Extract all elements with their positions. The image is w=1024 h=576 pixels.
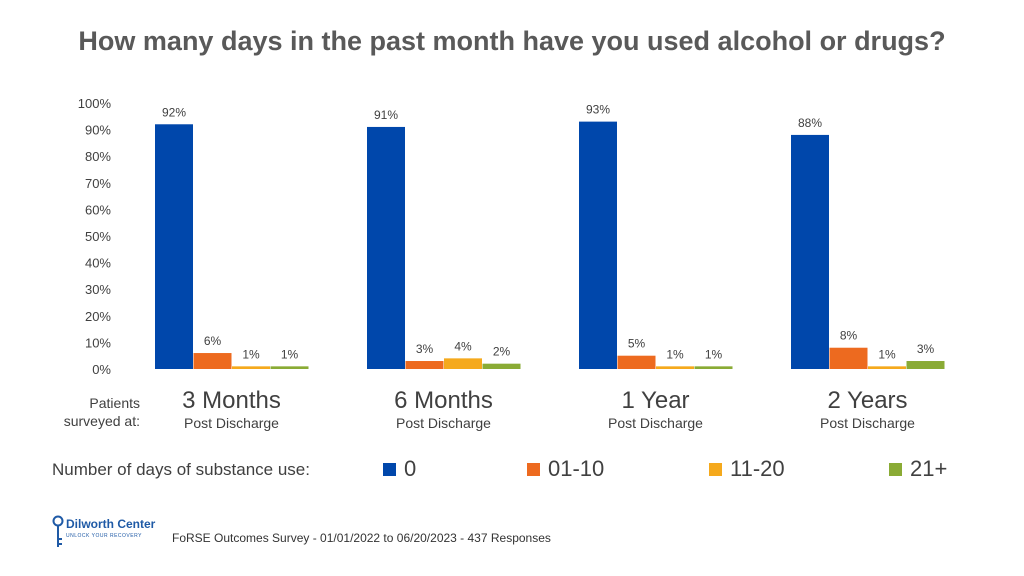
y-tick-label: 80% [85, 149, 111, 164]
data-label: 93% [586, 103, 610, 117]
y-tick-label: 70% [85, 176, 111, 191]
data-label: 1% [878, 347, 896, 361]
bar-2-years-01-10 [829, 347, 868, 369]
data-label: 88% [798, 116, 822, 130]
bar-2-years-21+ [906, 361, 945, 369]
y-tick-label: 10% [85, 335, 111, 350]
data-label: 92% [162, 105, 186, 119]
group-axis-label-line1: Patients [89, 395, 140, 411]
bar-2-years-11-20 [868, 366, 906, 369]
bar-3-months-0 [155, 124, 193, 369]
legend-swatch-0 [383, 462, 396, 476]
y-tick-label: 50% [85, 229, 111, 244]
data-label: 3% [917, 342, 935, 356]
y-tick-label: 100% [78, 96, 112, 111]
group-axis-label-line2: surveyed at: [63, 413, 140, 429]
bar-1-year-11-20 [656, 366, 694, 369]
group-label-2-years: 2 Years Post Discharge [768, 388, 968, 432]
data-label: 1% [242, 347, 260, 361]
legend-swatch-01-10 [527, 462, 540, 476]
group-label-1-year: 1 Year Post Discharge [556, 388, 756, 432]
bar-3-months-01-10 [193, 353, 232, 369]
y-tick-label: 30% [85, 282, 111, 297]
bar-1-year-0 [579, 121, 617, 370]
data-label: 8% [840, 329, 858, 343]
data-label: 6% [204, 334, 222, 348]
data-label: 2% [493, 345, 511, 359]
group-label-main: 6 Months [394, 387, 493, 414]
y-tick-label: 60% [85, 202, 111, 217]
chart-title: How many days in the past month have you… [78, 26, 946, 56]
data-label: 91% [374, 108, 398, 122]
group-label-main: 3 Months [182, 387, 281, 414]
logo-name: Dilworth Center [66, 517, 156, 531]
data-label: 5% [628, 337, 646, 351]
y-tick-label: 0% [92, 362, 111, 377]
legend-label-21plus: 21+ [910, 456, 948, 481]
key-icon [52, 515, 64, 547]
bar-3-months-21+ [270, 366, 309, 369]
legend-label-0: 0 [404, 456, 417, 481]
bar-1-year-21+ [694, 366, 733, 369]
bar-6-months-0 [367, 126, 405, 369]
data-label: 3% [416, 342, 434, 356]
data-label: 4% [454, 339, 472, 353]
legend-swatch-21plus [889, 462, 902, 476]
y-tick-label: 40% [85, 256, 111, 271]
logo-tagline: UNLOCK YOUR RECOVERY [66, 533, 142, 539]
group-label-sub: Post Discharge [184, 415, 279, 431]
legend-title: Number of days of substance use: [52, 460, 310, 479]
legend-swatch-11-20 [709, 462, 722, 476]
bar-1-year-01-10 [617, 355, 656, 369]
group-label-sub: Post Discharge [396, 415, 491, 431]
group-label-sub: Post Discharge [820, 415, 915, 431]
group-label-main: 1 Year [621, 387, 690, 414]
group-label-sub: Post Discharge [608, 415, 703, 431]
bar-2-years-0 [791, 134, 829, 369]
data-label: 1% [705, 347, 723, 361]
bar-6-months-01-10 [405, 361, 444, 369]
group-label-6-months: 6 Months Post Discharge [344, 388, 544, 432]
data-label: 1% [666, 347, 684, 361]
legend-item-21plus: 21+ [889, 456, 947, 482]
data-label: 1% [281, 347, 299, 361]
bar-3-months-11-20 [232, 366, 270, 369]
y-tick-label: 20% [85, 309, 111, 324]
legend-item-11-20: 11-20 [709, 456, 785, 482]
group-label-3-months: 3 Months Post Discharge [132, 388, 332, 432]
bar-chart: 0% 10% 20% 30% 40% 50% 60% 70% 80% 90% 100% 92% 6% 1%… [78, 96, 945, 377]
legend-label-11-20: 11-20 [730, 456, 785, 481]
bar-6-months-11-20 [444, 358, 482, 369]
dilworth-center-logo: Dilworth Center UNLOCK YOUR RECOVERY [52, 515, 162, 549]
legend-item-01-10: 01-10 [527, 456, 604, 482]
legend-item-0: 0 [383, 456, 416, 482]
bar-6-months-21+ [482, 363, 521, 369]
group-label-main: 2 Years [827, 387, 908, 414]
footer-source: FoRSE Outcomes Survey - 01/01/2022 to 06… [172, 531, 551, 545]
legend-label-01-10: 01-10 [548, 456, 605, 481]
y-tick-label: 90% [85, 123, 111, 138]
